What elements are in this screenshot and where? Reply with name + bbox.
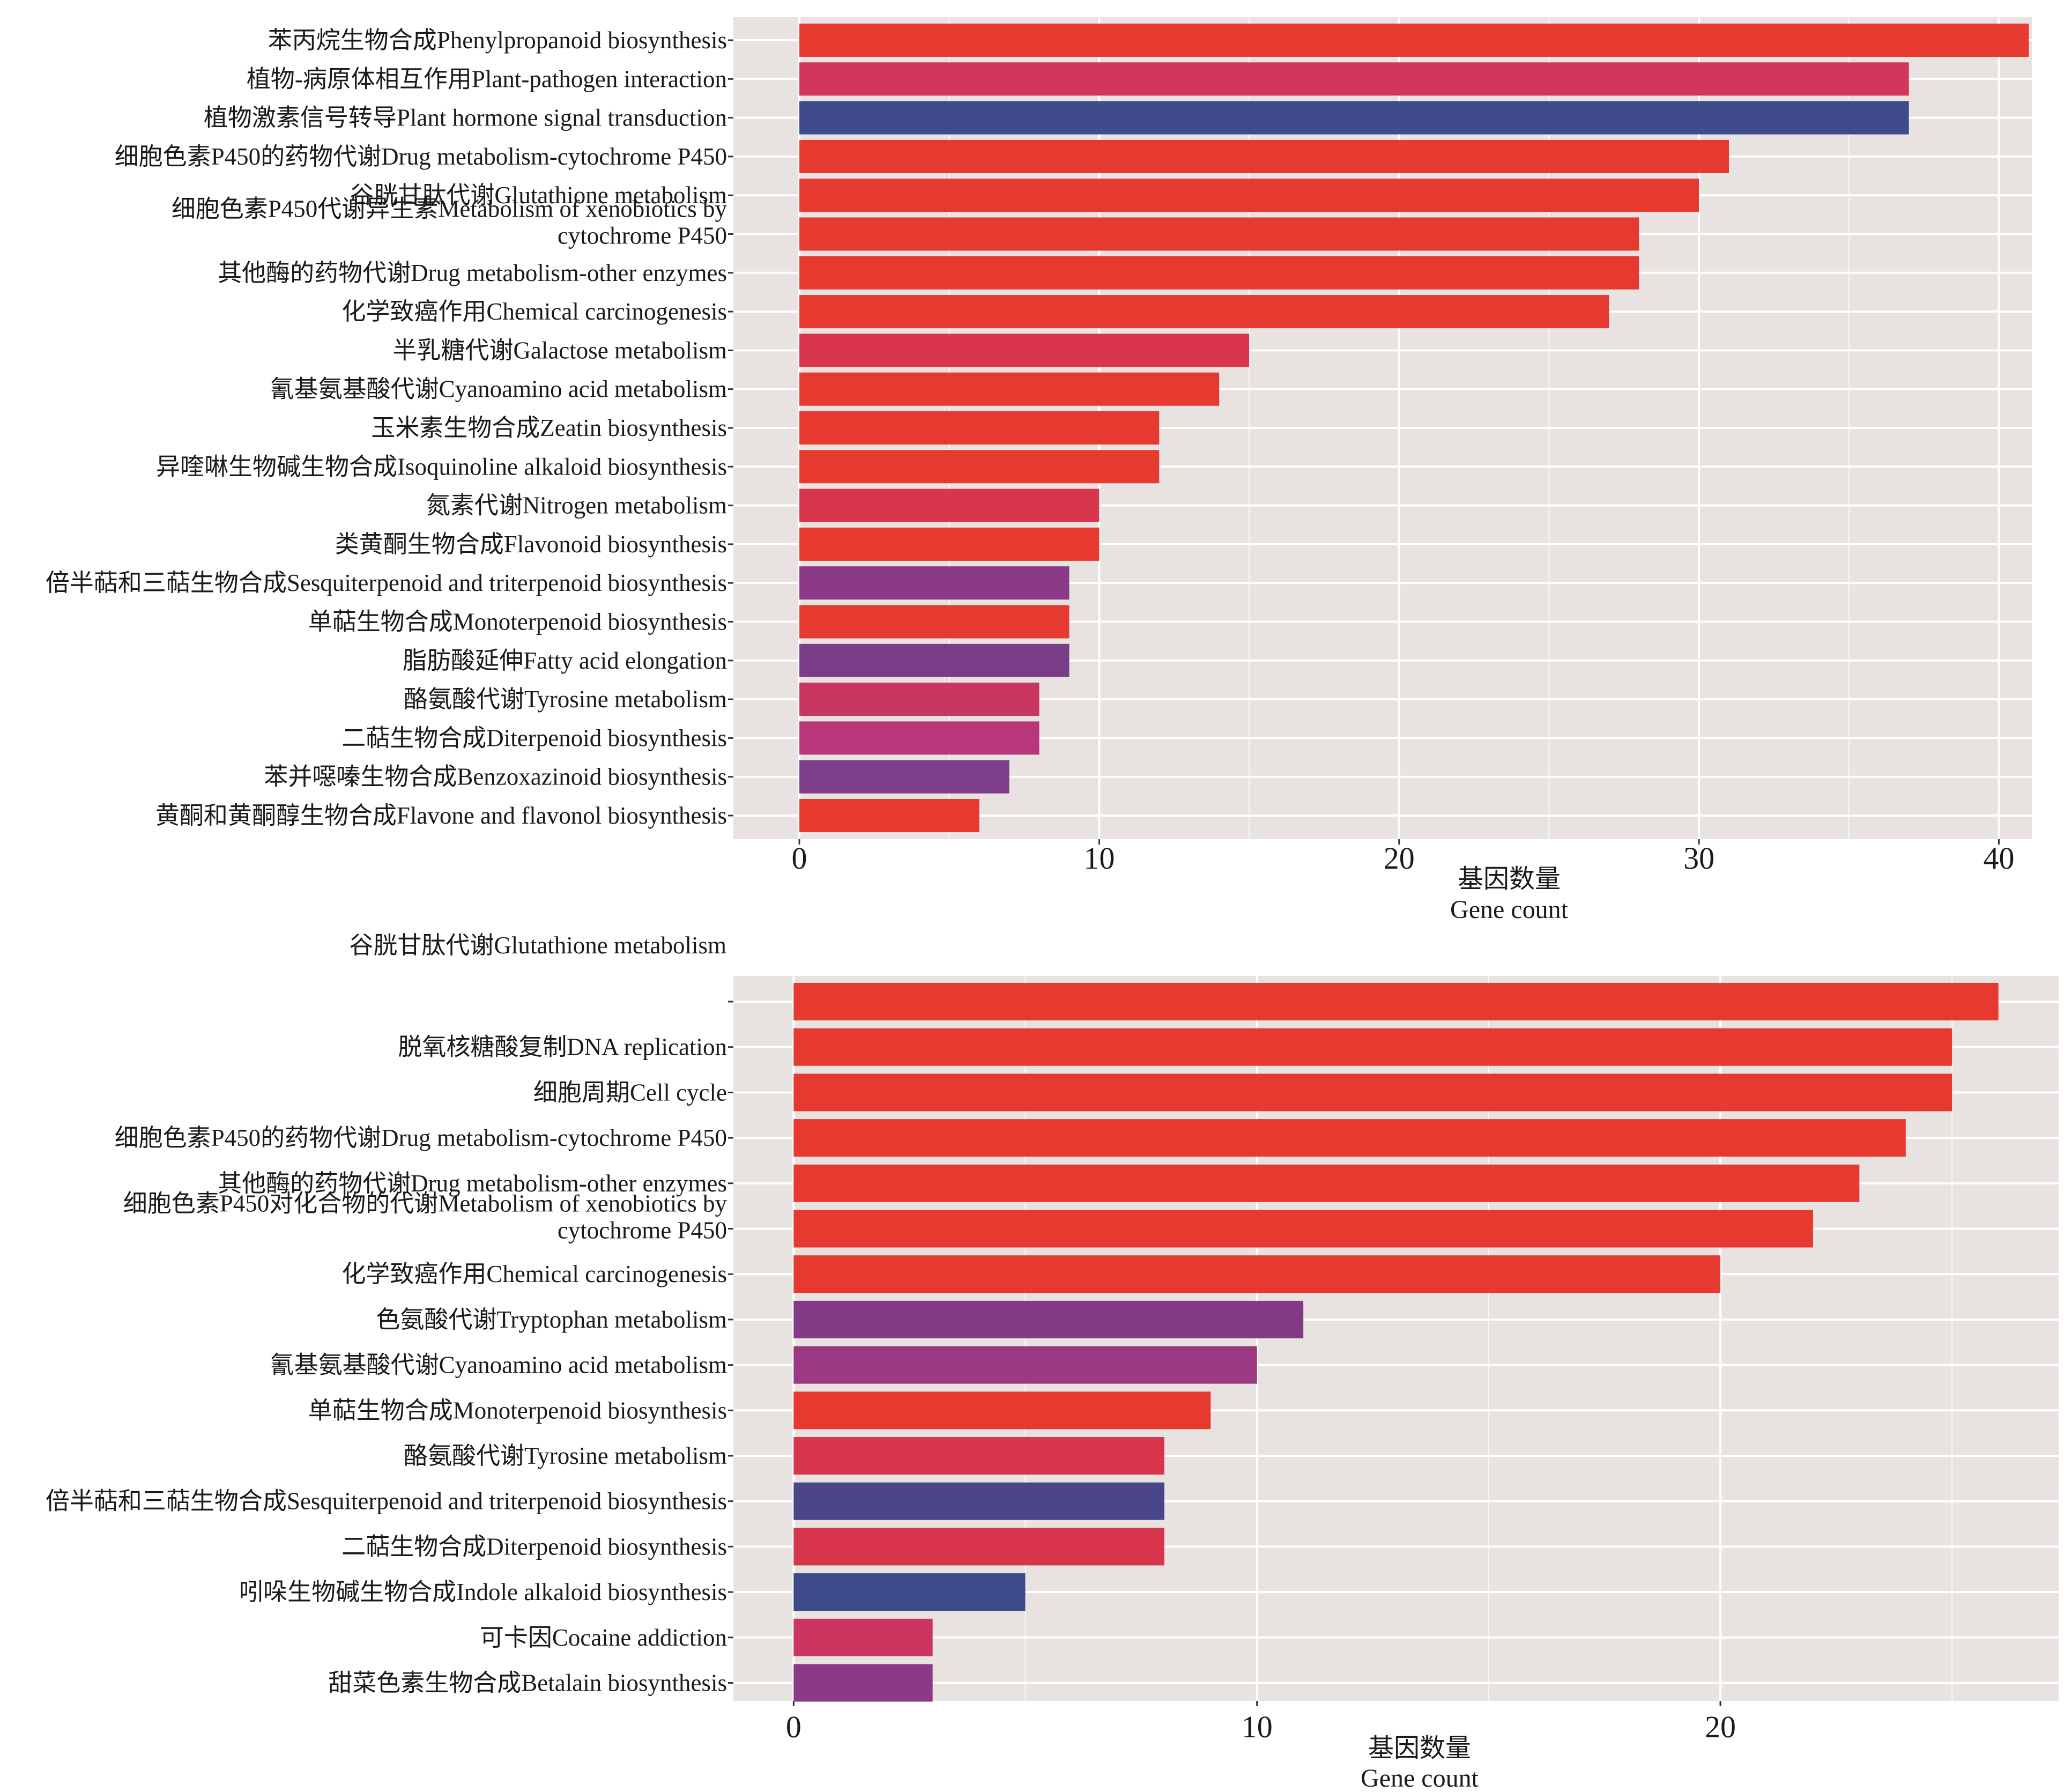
bar <box>799 179 1699 212</box>
x-axis-title-en: Gene count <box>1450 895 1569 924</box>
bar <box>799 721 1040 755</box>
bar <box>799 411 1160 445</box>
x-tick-label: 10 <box>1083 841 1115 876</box>
bar <box>799 605 1070 639</box>
category-label: 细胞色素P450的药物代谢Drug metabolism-cytochrome … <box>115 143 727 170</box>
bar <box>793 1119 1906 1157</box>
bar <box>793 1618 933 1656</box>
bar <box>793 1073 1952 1112</box>
bar <box>799 488 1100 522</box>
bar <box>793 1300 1304 1338</box>
x-axis-title-cn: 基因数量 <box>1368 1734 1471 1763</box>
bar <box>793 1164 1860 1202</box>
category-label: 氰基氨基酸代谢Cyanoamino acid metabolism <box>270 1352 727 1379</box>
bar <box>793 1210 1813 1248</box>
category-label: 化学致癌作用Chemical carcinogenesis <box>341 298 727 325</box>
category-label: 半乳糖代谢Galactose metabolism <box>392 337 727 364</box>
category-label: 其他酶的药物代谢Drug metabolism-other enzymes <box>218 1170 727 1197</box>
category-label: 倍半萜和三萜生物合成Sesquiterpenoid and triterpeno… <box>46 569 727 596</box>
category-label: 色氨酸代谢Tryptophan metabolism <box>376 1306 727 1333</box>
x-tick-label: 20 <box>1384 841 1415 876</box>
x-tick-label: 20 <box>1705 1709 1736 1744</box>
bottom-chart-panel: 脱氧核糖酸复制DNA replication 细胞周期Cell cycle 细胞色素… <box>46 932 2059 1792</box>
category-label: 苯并噁嗪生物合成Benzoxazinoid biosynthesis <box>264 764 727 790</box>
category-label-line: 细胞色素P450代谢异生素Metabolism of xenobiotics b… <box>172 196 727 223</box>
bar <box>799 643 1070 677</box>
x-tick-label: 10 <box>1242 1709 1273 1744</box>
category-label: 植物激素信号转导Plant hormone signal transductio… <box>204 105 727 131</box>
category-label: 细胞色素P450的药物代谢Drug metabolism-cytochrome … <box>115 1124 727 1151</box>
x-tick-label: 30 <box>1683 841 1714 876</box>
category-label: 类黄酮生物合成Flavonoid biosynthesis <box>335 531 727 558</box>
category-label: 酪氨酸代谢Tyrosine metabolism <box>404 1442 727 1469</box>
bar <box>799 217 1639 251</box>
category-label: 异喹啉生物碱生物合成Isoquinoline alkaloid biosynth… <box>156 453 727 480</box>
bar <box>793 983 1999 1020</box>
x-tick-label: 0 <box>792 841 807 876</box>
bar <box>793 1346 1257 1384</box>
bar <box>799 62 1909 96</box>
category-label-line: 细胞色素P450对化合物的代谢Metabolism of xenobiotics… <box>123 1190 727 1217</box>
category-label: 谷胱甘肽代谢Glutathione metabolism <box>350 182 727 209</box>
stray-category-label: 谷胱甘肽代谢Glutathione metabolism <box>349 932 726 959</box>
category-label: 吲哚生物碱生物合成Indole alkaloid biosynthesis <box>239 1579 727 1605</box>
category-label: 玉米素生物合成Zeatin biosynthesis <box>371 414 727 441</box>
category-label: 酪氨酸代谢Tyrosine metabolism <box>404 686 727 713</box>
x-axis-title-en: Gene count <box>1361 1764 1479 1792</box>
x-tick-label: 0 <box>786 1709 801 1744</box>
category-label: 可卡因Cocaine addiction <box>480 1624 727 1651</box>
bar <box>799 101 1909 135</box>
category-label: 细胞色素P450对化合物的代谢Metabolism of xenobiotics… <box>123 1190 727 1244</box>
bar <box>799 24 2029 57</box>
bar <box>799 683 1040 716</box>
category-label: 细胞周期Cell cycle <box>533 1079 727 1106</box>
bar <box>793 1255 1721 1293</box>
category-label: 脂肪酸延伸Fatty acid elongation <box>403 647 727 674</box>
bar <box>799 799 979 832</box>
bar <box>799 372 1220 406</box>
bar <box>793 1437 1164 1475</box>
bar <box>799 527 1100 561</box>
category-label: 二萜生物合成Diterpenoid biosynthesis <box>341 1533 727 1560</box>
bar <box>793 1482 1164 1520</box>
bar <box>799 256 1639 290</box>
category-label: 化学致癌作用Chemical carcinogenesis <box>341 1261 727 1287</box>
category-label: 单萜生物合成Monoterpenoid biosynthesis <box>308 1397 727 1424</box>
category-label: 氮素代谢Nitrogen metabolism <box>426 492 727 519</box>
category-label: 倍半萜和三萜生物合成Sesquiterpenoid and triterpeno… <box>46 1488 727 1515</box>
category-label: 脱氧核糖酸复制DNA replication <box>398 1034 727 1061</box>
bar <box>799 760 1009 794</box>
category-label-line: cytochrome P450 <box>558 223 727 249</box>
category-label: 甜菜色素生物合成Betalain biosynthesis <box>328 1670 727 1697</box>
bar <box>793 1573 1026 1611</box>
category-label: 黄酮和黄酮醇生物合成Flavone and flavonol biosynthe… <box>155 802 727 829</box>
category-label: 其他酶的药物代谢Drug metabolism-other enzymes <box>218 260 727 286</box>
category-label-line: cytochrome P450 <box>558 1217 727 1244</box>
bar <box>793 1391 1211 1430</box>
category-label: 细胞色素P450代谢异生素Metabolism of xenobiotics b… <box>172 196 727 249</box>
category-label: 植物-病原体相互作用Plant-pathogen interaction <box>247 65 727 92</box>
category-label: 单萜生物合成Monoterpenoid biosynthesis <box>308 609 727 635</box>
bar <box>793 1528 1164 1566</box>
bar <box>793 1664 933 1702</box>
x-tick-label: 40 <box>1983 841 2014 876</box>
category-label: 二萜生物合成Diterpenoid biosynthesis <box>341 724 727 751</box>
bar <box>799 566 1070 600</box>
bar <box>799 450 1160 484</box>
bar <box>799 139 1729 173</box>
bar <box>799 295 1609 329</box>
bar <box>793 1028 1952 1066</box>
bar <box>799 334 1250 367</box>
top-chart-panel: 苯丙烷生物合成Phenylpropanoid biosynthesis 植物-病原… <box>46 17 2032 924</box>
category-label: 氰基氨基酸代谢Cyanoamino acid metabolism <box>270 376 727 403</box>
category-label: 苯丙烷生物合成Phenylpropanoid biosynthesis <box>268 27 727 54</box>
x-axis-title-cn: 基因数量 <box>1458 865 1561 893</box>
